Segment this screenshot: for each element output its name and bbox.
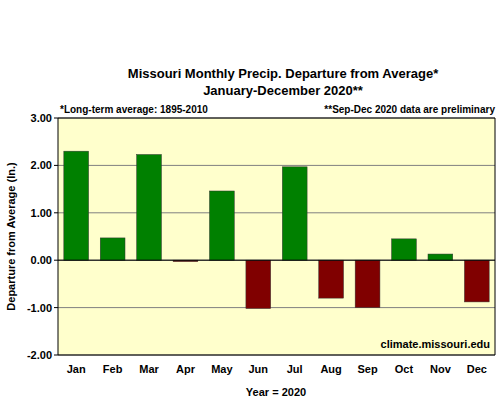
x-tick-label: Jan [67,363,86,375]
annotation: *Long-term average: 1895-2010 [60,104,208,115]
grid-line [58,118,495,119]
x-tick-label: May [211,363,233,375]
x-tick-label: Aug [320,363,341,375]
plot-frame-top [58,118,495,119]
bar [428,254,453,260]
subtitle: January-December 2020** [203,83,364,98]
annotation: climate.missouri.edu [381,338,490,350]
x-tick-label: Nov [430,363,452,375]
bar [282,167,307,260]
zero-line [58,260,495,261]
tick-mark [54,118,58,119]
plot-frame-right [495,118,496,355]
grid-line [58,212,495,213]
chart: -2.00 -1.00 0.00 1.00 2.00 3.00 Jan Feb Mar Apr Ma… [0,0,500,402]
annotation: **Sep-Dec 2020 data are preliminary [324,104,495,115]
y-tick-label: 3.00 [31,112,52,124]
x-tick-label: Sep [357,363,377,375]
tick-mark [54,165,58,166]
bar [137,154,162,260]
title: Missouri Monthly Precip. Departure from … [128,66,439,81]
grid-line [58,355,495,356]
grid-line [58,165,495,166]
bar [319,260,344,298]
bar [392,239,417,260]
x-tick-label: Mar [139,363,159,375]
tick-mark [54,355,58,356]
x-axis-label: Year = 2020 [246,386,306,398]
bars [64,151,489,308]
x-axis-frame [58,355,495,356]
tick-mark [54,212,58,213]
y-axis [58,118,59,355]
x-tick-label: Apr [176,363,196,375]
x-tick-label: Jul [287,363,303,375]
x-tick-label: Feb [103,363,123,375]
x-tick-label: Oct [395,363,414,375]
bar [64,151,89,260]
y-tick-label: -1.00 [27,302,52,314]
y-tick-label: 2.00 [31,159,52,171]
tick-mark [54,260,58,261]
x-tick-label: Jun [249,363,269,375]
y-tick-label: 0.00 [31,254,52,266]
grid-line [58,307,495,308]
tick-mark [54,307,58,308]
grid-line [58,260,495,261]
bar [355,260,380,307]
y-axis-label: Departure from Average (In.) [5,162,17,311]
bar [100,238,125,260]
bar [246,260,271,308]
y-tick-label: -2.00 [27,349,52,361]
y-tick-label: 1.00 [31,207,52,219]
bar [464,260,489,302]
bar [209,191,234,260]
x-tick-label: Dec [467,363,487,375]
plot-area [58,118,495,355]
background [0,0,500,402]
